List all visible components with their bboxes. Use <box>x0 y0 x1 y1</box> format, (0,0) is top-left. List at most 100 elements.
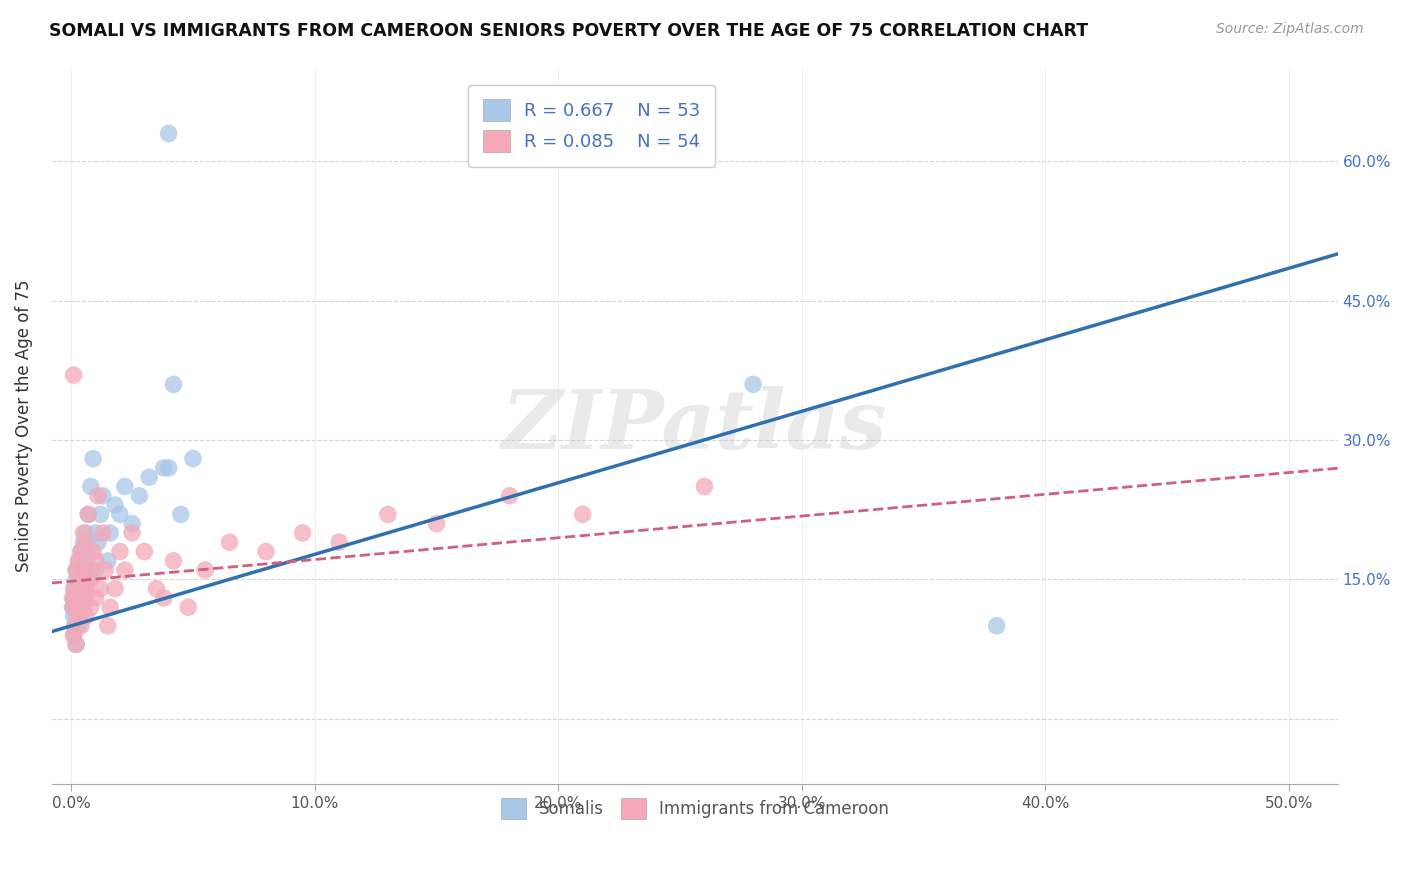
Point <box>82 544 104 558</box>
Point <box>291 525 314 540</box>
Point <box>134 544 156 558</box>
Point <box>97 554 120 568</box>
Text: SOMALI VS IMMIGRANTS FROM CAMEROON SENIORS POVERTY OVER THE AGE OF 75 CORRELATIO: SOMALI VS IMMIGRANTS FROM CAMEROON SENIO… <box>49 22 1088 40</box>
Point <box>114 563 136 577</box>
Point <box>84 591 107 605</box>
Point <box>72 600 94 615</box>
Point <box>72 535 94 549</box>
Text: Source: ZipAtlas.com: Source: ZipAtlas.com <box>1216 22 1364 37</box>
Point <box>75 535 97 549</box>
Point <box>62 628 84 642</box>
Point <box>70 619 93 633</box>
Point <box>67 573 90 587</box>
Point <box>65 600 87 615</box>
Point <box>67 582 90 596</box>
Point <box>152 591 174 605</box>
Point <box>62 591 84 605</box>
Point <box>121 525 143 540</box>
Point <box>75 525 97 540</box>
Point <box>70 544 93 558</box>
Point <box>91 525 114 540</box>
Point <box>62 600 84 615</box>
Point <box>138 470 160 484</box>
Point <box>98 600 121 615</box>
Point <box>108 544 131 558</box>
Point <box>67 591 90 605</box>
Point <box>157 461 180 475</box>
Point <box>80 563 103 577</box>
Point <box>693 479 716 493</box>
Point <box>82 451 104 466</box>
Point <box>84 563 107 577</box>
Point <box>63 619 86 633</box>
Point <box>218 535 240 549</box>
Point <box>94 563 117 577</box>
Point <box>67 609 90 624</box>
Point <box>77 544 100 558</box>
Point <box>89 582 111 596</box>
Point <box>571 508 593 522</box>
Point <box>70 582 93 596</box>
Point <box>67 600 90 615</box>
Point <box>75 591 97 605</box>
Point <box>72 563 94 577</box>
Point <box>70 591 93 605</box>
Point <box>65 637 87 651</box>
Point <box>70 609 93 624</box>
Point <box>80 573 103 587</box>
Point <box>70 544 93 558</box>
Point <box>72 525 94 540</box>
Point <box>108 508 131 522</box>
Point <box>62 591 84 605</box>
Point <box>84 554 107 568</box>
Point <box>62 368 84 382</box>
Point <box>128 489 150 503</box>
Point <box>75 582 97 596</box>
Point <box>254 544 277 558</box>
Point <box>72 591 94 605</box>
Point <box>62 609 84 624</box>
Point <box>67 554 90 568</box>
Point <box>75 554 97 568</box>
Point <box>63 619 86 633</box>
Point <box>194 563 217 577</box>
Y-axis label: Seniors Poverty Over the Age of 75: Seniors Poverty Over the Age of 75 <box>15 280 32 573</box>
Legend: Somalis, Immigrants from Cameroon: Somalis, Immigrants from Cameroon <box>494 792 896 825</box>
Point <box>377 508 399 522</box>
Point <box>67 619 90 633</box>
Point <box>177 600 200 615</box>
Point <box>498 489 520 503</box>
Point <box>181 451 204 466</box>
Point <box>104 498 127 512</box>
Point <box>65 609 87 624</box>
Point <box>87 489 110 503</box>
Point <box>328 535 350 549</box>
Point <box>97 619 120 633</box>
Point <box>63 582 86 596</box>
Point <box>170 508 193 522</box>
Point <box>742 377 765 392</box>
Point <box>75 609 97 624</box>
Point <box>80 479 103 493</box>
Point <box>91 489 114 503</box>
Point <box>65 591 87 605</box>
Point <box>65 563 87 577</box>
Point <box>62 600 84 615</box>
Point <box>986 619 1008 633</box>
Point <box>72 563 94 577</box>
Point <box>62 628 84 642</box>
Point <box>121 516 143 531</box>
Point <box>89 508 111 522</box>
Point <box>152 461 174 475</box>
Point <box>114 479 136 493</box>
Point <box>72 582 94 596</box>
Point <box>104 582 127 596</box>
Point <box>77 508 100 522</box>
Point <box>67 554 90 568</box>
Point <box>84 525 107 540</box>
Point <box>425 516 447 531</box>
Point <box>145 582 167 596</box>
Point <box>67 600 90 615</box>
Point <box>157 127 180 141</box>
Point <box>70 573 93 587</box>
